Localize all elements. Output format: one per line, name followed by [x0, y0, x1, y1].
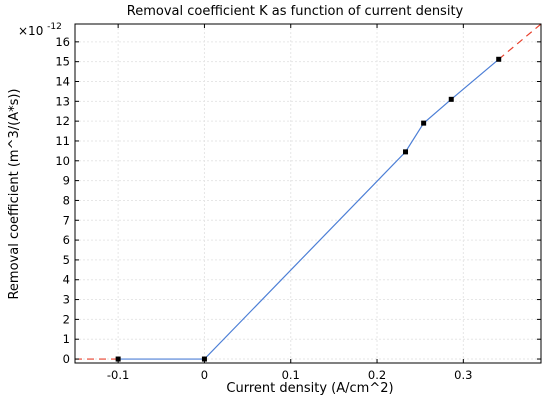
x-tick-label: 0.1	[282, 368, 300, 382]
y-tick-label: 9	[63, 174, 70, 188]
plot-area	[74, 23, 542, 364]
y-tick-label: 3	[63, 293, 70, 307]
plot-frame	[74, 23, 542, 364]
marker-layer	[115, 56, 502, 362]
x-tick-label: -0.1	[107, 368, 129, 382]
y-tick-label: 16	[55, 35, 70, 49]
y-multiplier-base: ×10	[18, 24, 43, 38]
data-line	[118, 58, 500, 360]
y-tick-label: 10	[55, 154, 70, 168]
y-multiplier: ×10 -12	[18, 22, 62, 38]
x-tick-label: 0.2	[368, 368, 386, 382]
extrapolation-line	[498, 23, 542, 60]
y-tick-label: 14	[55, 74, 70, 88]
y-tick-label: 4	[63, 273, 70, 287]
y-tick-label: 2	[63, 312, 70, 326]
y-multiplier-exponent: -12	[47, 22, 62, 32]
x-axis: -0.1 0 0.1 0.2 0.3	[107, 24, 472, 382]
y-tick-label: 12	[55, 114, 70, 128]
y-tick-label: 13	[55, 94, 70, 108]
y-tick-label: 11	[55, 134, 70, 148]
x-tick-label: 0	[201, 368, 208, 382]
data-point-marker	[448, 96, 454, 102]
grid-lines	[75, 24, 541, 363]
y-tick-label: 1	[63, 332, 70, 346]
y-tick-label: 5	[63, 253, 70, 267]
data-point-marker	[421, 120, 427, 126]
y-tick-label: 6	[63, 233, 70, 247]
data-point-marker	[403, 149, 409, 155]
series-layer	[75, 23, 542, 360]
y-tick-label: 0	[63, 352, 70, 366]
x-axis-label: Current density (A/cm^2)	[226, 381, 393, 396]
x-tick-label: 0.3	[454, 368, 472, 382]
y-tick-label: 15	[55, 55, 70, 69]
chart-title: Removal coefficient K as function of cur…	[127, 4, 464, 19]
y-tick-label: 8	[63, 193, 70, 207]
data-point-marker	[496, 56, 502, 62]
y-tick-label: 7	[63, 213, 70, 227]
y-axis-label: Removal coefficient (m^3/(A*s))	[7, 88, 22, 299]
